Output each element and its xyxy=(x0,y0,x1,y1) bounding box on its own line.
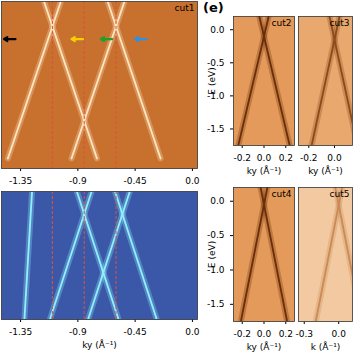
svg-text:-1.5: -1.5 xyxy=(207,124,225,134)
svg-text:-1.5: -1.5 xyxy=(207,299,225,309)
svg-text:E (eV): E (eV) xyxy=(207,67,217,94)
svg-text:cut5: cut5 xyxy=(330,189,350,199)
svg-text:ky (Å⁻¹): ky (Å⁻¹) xyxy=(247,165,282,176)
html-text:(e): (e) xyxy=(203,0,224,15)
svg-text:-0.2: -0.2 xyxy=(233,329,251,339)
svg-text:0.0: 0.0 xyxy=(185,176,200,186)
svg-text:0.0: 0.0 xyxy=(327,153,342,163)
svg-text:-0.9: -0.9 xyxy=(69,327,87,337)
svg-text:0.2: 0.2 xyxy=(279,153,293,163)
svg-text:0.0: 0.0 xyxy=(185,327,200,337)
svg-text:-0.45: -0.45 xyxy=(123,327,146,337)
svg-text:cut2: cut2 xyxy=(272,18,292,28)
svg-text:-0.2: -0.2 xyxy=(300,153,318,163)
svg-text:-0.9: -0.9 xyxy=(69,176,87,186)
svg-text:0.2: 0.2 xyxy=(279,329,293,339)
svg-text:ky (Å⁻¹): ky (Å⁻¹) xyxy=(247,341,282,352)
svg-text:-0.45: -0.45 xyxy=(123,176,146,186)
svg-text:k (Å⁻¹): k (Å⁻¹) xyxy=(311,341,341,352)
svg-text:0.0: 0.0 xyxy=(257,153,272,163)
svg-text:cut4: cut4 xyxy=(272,189,292,199)
svg-text:-1.35: -1.35 xyxy=(9,176,32,186)
svg-text:-0.5: -0.5 xyxy=(207,230,225,240)
svg-text:0.0: 0.0 xyxy=(210,196,225,206)
svg-text:cut3: cut3 xyxy=(330,18,350,28)
svg-text:ky (Å⁻¹): ky (Å⁻¹) xyxy=(308,165,343,176)
svg-text:-0.3: -0.3 xyxy=(295,329,313,339)
svg-text:0.0: 0.0 xyxy=(257,329,272,339)
svg-text:-1.0: -1.0 xyxy=(206,264,225,275)
svg-text:E (eV): E (eV) xyxy=(207,241,217,268)
svg-text:ky (Å⁻¹): ky (Å⁻¹) xyxy=(82,339,117,350)
svg-text:cut1: cut1 xyxy=(175,3,195,13)
svg-text:0.0: 0.0 xyxy=(210,25,225,35)
svg-text:-1.35: -1.35 xyxy=(9,327,32,337)
svg-text:-0.5: -0.5 xyxy=(207,58,225,68)
svg-text:-0.2: -0.2 xyxy=(233,153,251,163)
svg-text:0.0: 0.0 xyxy=(332,329,347,339)
svg-text:-1.0: -1.0 xyxy=(206,90,225,101)
